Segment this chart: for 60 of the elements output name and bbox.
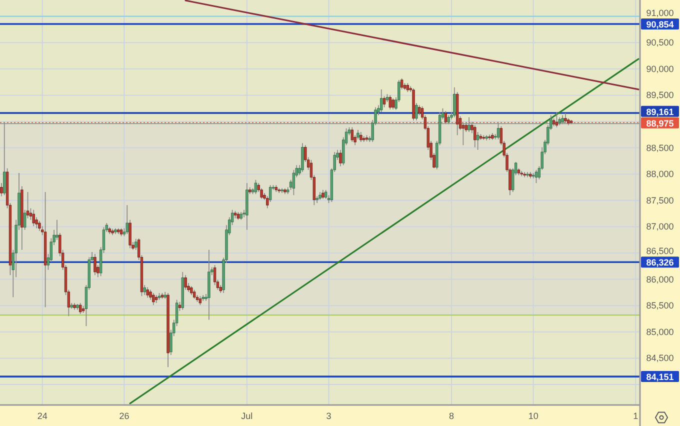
candlestick	[496, 122, 500, 140]
candlestick	[94, 254, 96, 276]
y-tick-label: 84,500	[646, 353, 674, 364]
y-tick-label: 87,000	[646, 222, 674, 232]
candlestick	[418, 104, 421, 116]
candlestick	[453, 86, 456, 118]
candlestick	[254, 179, 258, 195]
y-tick-label: 86,000	[646, 274, 674, 284]
candlestick	[126, 204, 128, 235]
candlestick	[468, 116, 470, 132]
y-tick-label: 90,000	[646, 64, 674, 74]
candlestick	[380, 88, 383, 112]
candlestick	[564, 112, 567, 124]
ref-line-label: 84,151	[646, 372, 674, 382]
candlestick	[292, 169, 296, 196]
y-tick-label: 85,500	[646, 300, 674, 311]
ref-line-label: 90,854	[646, 19, 674, 30]
candlestick	[152, 292, 155, 306]
y-tick-label: 85,000	[646, 326, 674, 337]
candlestick	[79, 302, 82, 314]
candlestick	[146, 286, 149, 298]
candlestick	[38, 220, 41, 232]
candlestick	[415, 102, 418, 121]
candlestick	[184, 274, 187, 290]
x-tick-label: 8	[449, 411, 454, 421]
y-tick-label: 88,500	[646, 142, 674, 153]
y-tick-label: 87,500	[646, 195, 674, 206]
x-tick-label: 3	[326, 411, 332, 421]
ref-line-label: 89,161	[646, 106, 674, 117]
candlestick	[382, 96, 386, 108]
candlestick	[392, 98, 394, 110]
candlestick	[474, 124, 476, 148]
candlestick	[555, 112, 558, 128]
y-tick-label: 86,500	[646, 246, 674, 256]
candlestick	[56, 219, 58, 240]
candlestick	[301, 142, 304, 172]
x-tick-label: 1	[633, 411, 638, 421]
x-tick-label: 26	[119, 411, 130, 421]
candlestick	[134, 238, 138, 250]
x-tick-label: 24	[37, 411, 48, 421]
candlestick	[444, 110, 447, 125]
candlestick	[213, 264, 216, 286]
x-tick-label: 10	[528, 411, 538, 421]
y-tick-label: 89,500	[646, 90, 674, 100]
candlestick	[476, 132, 480, 150]
candlestick	[143, 284, 146, 296]
candlestick	[339, 149, 342, 167]
candlestick	[350, 126, 354, 142]
candlestick	[0, 182, 3, 197]
candlestick	[360, 132, 362, 142]
y-tick-label: 88,000	[646, 169, 674, 180]
candlestick	[388, 94, 392, 110]
ref-line-label: 88,975	[646, 118, 674, 128]
ref-line-label: 86,326	[646, 258, 674, 268]
y-tick-label: 90,500	[646, 38, 674, 48]
x-tick-label: Jul	[241, 411, 253, 421]
candlestick	[3, 122, 6, 196]
y-tick-label: 91,000	[646, 8, 674, 18]
candlestick	[534, 169, 538, 184]
candlestick	[32, 209, 35, 227]
